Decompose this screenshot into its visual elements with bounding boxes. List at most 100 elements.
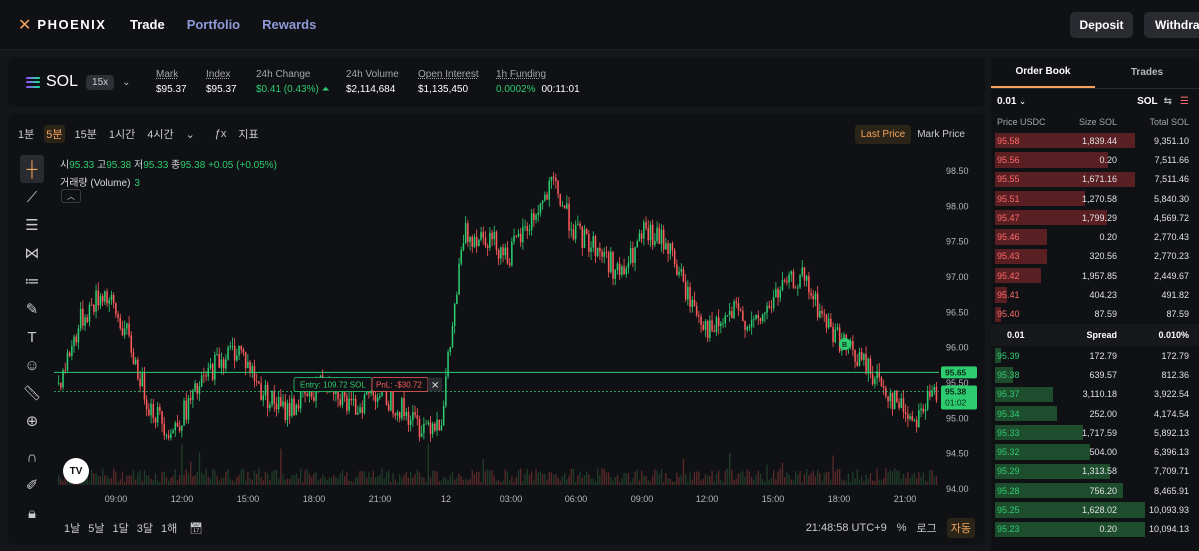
- bid-row[interactable]: 95.39 172.79 172.79: [991, 346, 1199, 365]
- bid-row[interactable]: 95.23 0.20 10,094.13: [991, 520, 1199, 539]
- lock-icon[interactable]: 🔒︎: [28, 504, 36, 522]
- ask-row[interactable]: 95.46 0.20 2,770.43: [991, 227, 1199, 246]
- trendline-icon[interactable]: ⟋: [26, 188, 38, 206]
- tab-trades[interactable]: Trades: [1130, 67, 1164, 78]
- candle-body: [874, 378, 876, 385]
- range-1m[interactable]: 1달: [112, 523, 129, 535]
- timeframe-4h[interactable]: 4시간: [147, 129, 174, 141]
- volume-bar: [256, 473, 258, 485]
- candle-body: [858, 352, 861, 366]
- clock-time[interactable]: 21:48:58 UTC+9: [805, 522, 887, 534]
- ask-row[interactable]: 95.40 87.59 87.59: [991, 305, 1199, 324]
- candle-body: [106, 291, 108, 304]
- pattern-icon[interactable]: ⋈: [24, 245, 40, 262]
- candle-body: [896, 390, 898, 403]
- fib-icon[interactable]: ≔: [24, 273, 40, 290]
- volume-bar: [104, 475, 106, 485]
- bid-row[interactable]: 95.37 3,110.18 3,922.54: [991, 385, 1199, 404]
- emoji-icon[interactable]: ☺: [24, 356, 40, 374]
- bid-row[interactable]: 95.38 639.57 812.36: [991, 365, 1199, 384]
- ask-row[interactable]: 95.51 1,270.58 5,840.30: [991, 189, 1199, 208]
- volume-bar: [460, 476, 462, 485]
- tradingview-logo[interactable]: TV: [63, 458, 89, 484]
- nav-portfolio[interactable]: Portfolio: [186, 17, 241, 32]
- bid-row[interactable]: 95.32 504.00 6,396.13: [991, 442, 1199, 461]
- volume-bar: [885, 468, 887, 485]
- volume-bar: [801, 481, 803, 485]
- candle-body: [178, 426, 181, 431]
- bid-row[interactable]: 95.28 756.20 8,465.91: [991, 481, 1199, 500]
- zoom-in-icon[interactable]: ⊕: [25, 413, 39, 430]
- unit-label: SOL: [1137, 95, 1158, 107]
- candle-body: [621, 266, 623, 275]
- volume-bar: [427, 443, 429, 485]
- timeframe-5m[interactable]: 5분: [44, 125, 65, 143]
- range-1d[interactable]: 1날: [64, 523, 81, 535]
- timeframe-15m[interactable]: 15분: [74, 129, 97, 141]
- ask-row[interactable]: 95.47 1,799.29 4,569.72: [991, 208, 1199, 227]
- price-chart[interactable]: 98.50 98.00 97.50 97.00 96.50 96.00 95.50 95.00…: [54, 158, 979, 508]
- range-1y[interactable]: 1해: [161, 523, 178, 535]
- nav-trade[interactable]: Trade: [130, 17, 165, 32]
- candle-body: [339, 399, 342, 406]
- volume-bar: [282, 474, 284, 485]
- ask-row[interactable]: 95.43 320.56 2,770.23: [991, 247, 1199, 266]
- auto-toggle[interactable]: 자동: [946, 518, 975, 538]
- volume-bar: [139, 470, 141, 485]
- timeframe-chevron-icon[interactable]: ⌄: [185, 128, 195, 141]
- bid-row[interactable]: 95.34 252.00 4,174.54: [991, 404, 1199, 423]
- timeframe-1h[interactable]: 1시간: [108, 129, 136, 141]
- layout-toggle-icon[interactable]: ☰: [1180, 95, 1189, 107]
- phoenix-logo[interactable]: ✕ PHOENIX: [18, 15, 118, 35]
- candle-body: [691, 299, 694, 307]
- log-toggle[interactable]: 로그: [916, 523, 937, 535]
- swap-unit-icon[interactable]: ⇆: [1163, 95, 1173, 107]
- magnet-icon[interactable]: ∩: [26, 448, 38, 466]
- text-icon[interactable]: T: [27, 328, 37, 346]
- ask-row[interactable]: 95.58 1,839.44 9,351.10: [991, 131, 1199, 150]
- candle-body: [658, 227, 661, 244]
- range-5d[interactable]: 5날: [88, 523, 105, 535]
- indicators-button[interactable]: 지표: [238, 129, 259, 141]
- ruler-icon[interactable]: 📏︎: [22, 385, 42, 402]
- bid-row[interactable]: 95.29 1,313.58 7,709.71: [991, 462, 1199, 481]
- volume-bar: [869, 473, 872, 485]
- candle-body: [601, 251, 603, 257]
- candle-body: [445, 376, 447, 406]
- volume-bar: [403, 475, 405, 485]
- calendar-icon[interactable]: 📅︎: [189, 522, 204, 535]
- candle-body: [148, 409, 150, 416]
- ask-size: 87.59: [1094, 309, 1117, 320]
- lock-drawing-icon[interactable]: ✐: [25, 477, 39, 494]
- bid-row[interactable]: 95.33 1,717.59 5,892.13: [991, 423, 1199, 442]
- collapse-legend-button[interactable]: ︿: [61, 189, 81, 203]
- main-nav: Trade Portfolio Rewards: [130, 17, 338, 32]
- mark-price-button[interactable]: Mark Price: [917, 129, 965, 140]
- market-selector[interactable]: SOL 15x ⌄: [26, 73, 156, 91]
- tick-size-select[interactable]: 0.01 ⌄: [997, 96, 1026, 107]
- ask-row[interactable]: 95.41 404.23 491.82: [991, 285, 1199, 304]
- ask-row[interactable]: 95.55 1,671.16 7,511.46: [991, 170, 1199, 189]
- candle-body: [291, 398, 293, 416]
- indicator-fx-icon[interactable]: ƒx: [214, 128, 227, 140]
- withdraw-button[interactable]: Withdraw: [1144, 12, 1199, 38]
- range-3m[interactable]: 3달: [136, 523, 153, 535]
- ask-row[interactable]: 95.56 0.20 7,511.66: [991, 150, 1199, 169]
- last-price-button[interactable]: Last Price: [854, 125, 912, 144]
- horizontal-lines-icon[interactable]: ☰: [25, 217, 39, 234]
- crosshair-icon[interactable]: ┼: [20, 155, 44, 183]
- volume-bar: [850, 481, 852, 485]
- brush-icon[interactable]: ✎: [25, 301, 39, 318]
- nav-rewards[interactable]: Rewards: [262, 17, 317, 32]
- candle-body: [82, 308, 84, 326]
- volume-bar: [667, 478, 669, 485]
- volume-bar: [654, 468, 656, 485]
- volume-bar: [548, 472, 550, 485]
- volume-bar: [557, 477, 559, 485]
- bid-row[interactable]: 95.25 1,628.02 10,093.93: [991, 500, 1199, 519]
- ask-row[interactable]: 95.42 1,957.85 2,449.67: [991, 266, 1199, 285]
- deposit-button[interactable]: Deposit: [1070, 12, 1133, 38]
- percent-toggle[interactable]: %: [896, 522, 907, 534]
- tab-order-book[interactable]: Order Book: [991, 57, 1095, 88]
- timeframe-1m[interactable]: 1분: [18, 129, 35, 141]
